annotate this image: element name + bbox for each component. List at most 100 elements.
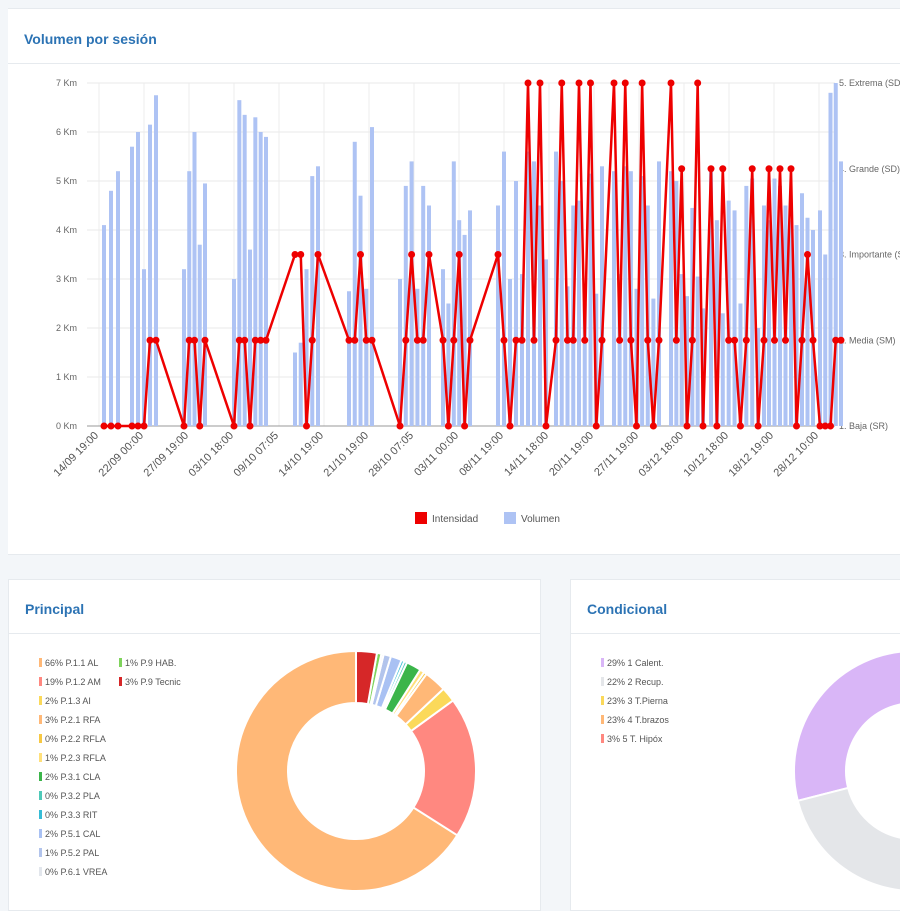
volume-bar — [182, 269, 186, 426]
intensity-point — [787, 165, 795, 173]
intensity-point — [742, 336, 750, 344]
intensity-point — [494, 251, 502, 258]
legend-swatch — [504, 512, 516, 524]
intensity-point — [832, 336, 840, 344]
intensity-point — [798, 336, 806, 344]
volume-bar — [154, 95, 158, 426]
legend-label: 2% P.1.3 AI — [45, 696, 91, 706]
condicional-donut-chart: 29% 1 Calent. 22% 2 Recup. 23% 3 T.Pierna 2… — [601, 650, 900, 892]
intensity-point — [542, 422, 550, 430]
legend-swatch — [601, 658, 604, 667]
legend-swatch — [39, 829, 42, 838]
x-tick-label: 21/10 19:00 — [322, 430, 372, 480]
intensity-point — [297, 251, 305, 258]
intensity-point — [598, 336, 606, 344]
intensity-point — [413, 336, 421, 344]
intensity-point — [552, 336, 560, 344]
intensity-point — [699, 422, 707, 430]
intensity-point — [466, 336, 474, 344]
legend-label: 1% P.5.2 PAL — [45, 848, 99, 858]
intensity-point — [201, 336, 209, 344]
volume-bar — [102, 225, 106, 426]
intensity-point — [688, 336, 696, 344]
intensity-point — [506, 422, 514, 430]
volume-bar — [818, 210, 822, 426]
volume-bar — [347, 291, 351, 426]
intensity-point — [262, 336, 270, 344]
volume-bar — [640, 176, 645, 426]
volume-card-title: Volumen por sesión — [24, 31, 157, 47]
volume-bar — [612, 171, 616, 426]
intensity-point — [524, 79, 532, 87]
intensity-point — [569, 336, 577, 344]
volume-bar — [538, 205, 542, 426]
volume-bar — [526, 151, 530, 426]
x-tick-label: 20/11 19:00 — [547, 430, 596, 479]
intensity-point — [809, 336, 817, 344]
legend-swatch — [39, 867, 42, 876]
volume-bar — [457, 220, 462, 426]
intensity-point — [558, 79, 566, 87]
legend-swatch — [39, 848, 42, 857]
volume-bar — [468, 210, 472, 426]
intensity-point — [736, 422, 744, 430]
legend-label: 22% 2 Recup. — [607, 677, 664, 687]
intensity-point — [731, 336, 739, 344]
volume-bar — [738, 303, 743, 426]
volume-bar — [544, 259, 548, 426]
legend-swatch — [415, 512, 427, 524]
intensity-point — [793, 422, 800, 430]
intensity-point — [592, 422, 600, 430]
donut-slices — [793, 650, 900, 892]
volume-bar — [559, 181, 564, 426]
legend-swatch — [39, 677, 42, 686]
intensity-point — [719, 165, 727, 173]
intensity-point — [185, 336, 193, 344]
intensity-point — [128, 422, 136, 430]
volume-bar — [109, 190, 113, 426]
donut-slices — [235, 649, 477, 892]
y-left-tick-label: 0 Km — [56, 421, 77, 431]
volume-bar — [237, 100, 242, 427]
intensity-point — [587, 79, 594, 87]
volume-bar — [370, 127, 374, 426]
principal-card-divider — [9, 633, 540, 634]
legend-label: 1% P.2.3 RFLA — [45, 753, 106, 763]
intensity-point — [444, 422, 452, 430]
legend-label: 0% P.2.2 RFLA — [45, 734, 106, 744]
y-left-tick-label: 2 Km — [56, 323, 77, 333]
intensity-point — [308, 336, 316, 344]
y-right-tick-label: 1. Baja (SR) — [839, 421, 888, 431]
volume-bar — [248, 249, 252, 426]
intensity-point — [425, 251, 433, 258]
intensity-point — [402, 336, 410, 344]
volume-bar — [258, 132, 263, 426]
volume-bar — [720, 313, 725, 426]
volume-bar — [685, 296, 689, 426]
y-right-tick-label: 3. Importante (S — [839, 250, 900, 260]
intensity-point — [713, 422, 721, 430]
volume-bar — [651, 298, 656, 426]
intensity-point — [754, 422, 762, 430]
intensity-point — [500, 336, 508, 344]
y-left-tick-label: 6 Km — [56, 127, 77, 137]
intensity-point — [230, 422, 238, 430]
intensity-point — [180, 422, 188, 430]
y-left-tick-label: 7 Km — [56, 78, 77, 88]
volume-bar — [679, 274, 684, 426]
intensity-point — [530, 336, 538, 344]
volume-bar — [669, 171, 673, 426]
condicional-card-divider — [571, 633, 900, 634]
intensity-point — [771, 336, 778, 344]
intensity-point — [633, 422, 640, 430]
volume-bar — [833, 83, 838, 426]
y-right-tick-label: 5. Extrema (SD — [839, 78, 900, 88]
intensity-point — [100, 422, 108, 430]
intensity-point — [655, 336, 663, 344]
volume-bar — [732, 210, 737, 426]
intensity-point — [621, 79, 629, 87]
legend-label: Volumen — [521, 514, 560, 525]
volume-bar — [352, 141, 357, 427]
volume-bar — [657, 161, 661, 426]
x-tick-label: 10/12 18:00 — [682, 430, 732, 480]
